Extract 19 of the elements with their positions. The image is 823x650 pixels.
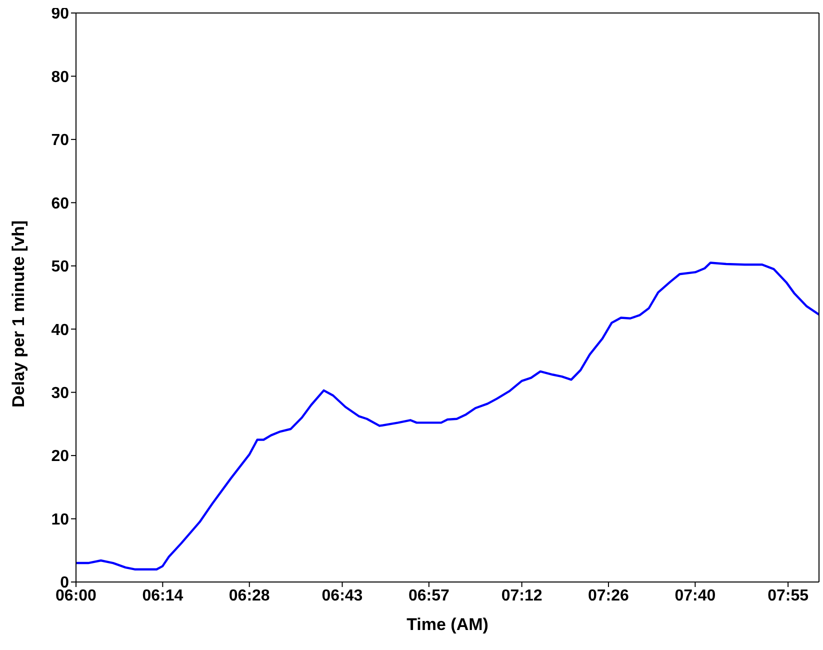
y-tick-label: 60: [51, 195, 70, 212]
x-tick-label: 06:43: [322, 587, 363, 604]
line-series: [76, 262, 819, 570]
x-tick-label: 07:12: [501, 587, 542, 604]
y-tick-label: 80: [51, 68, 70, 86]
x-tick-label: 07:55: [768, 587, 809, 604]
y-tick-label: 50: [51, 258, 70, 276]
y-tick-label: 20: [51, 448, 70, 466]
y-tick-label: 30: [51, 385, 70, 402]
y-tick-label: 10: [51, 511, 70, 528]
x-axis-title: Time (AM): [406, 615, 488, 634]
y-tick-label: 70: [51, 132, 70, 150]
x-tick-label: 07:26: [588, 587, 630, 604]
y-axis-title: Delay per 1 minute [vh]: [9, 220, 28, 408]
x-tick-label: 07:40: [674, 587, 716, 604]
x-tick-label: 06:28: [228, 587, 270, 604]
x-tick-label: 06:57: [408, 587, 450, 604]
x-tick-label: 06:14: [142, 587, 184, 604]
y-tick-label: 40: [51, 322, 70, 339]
